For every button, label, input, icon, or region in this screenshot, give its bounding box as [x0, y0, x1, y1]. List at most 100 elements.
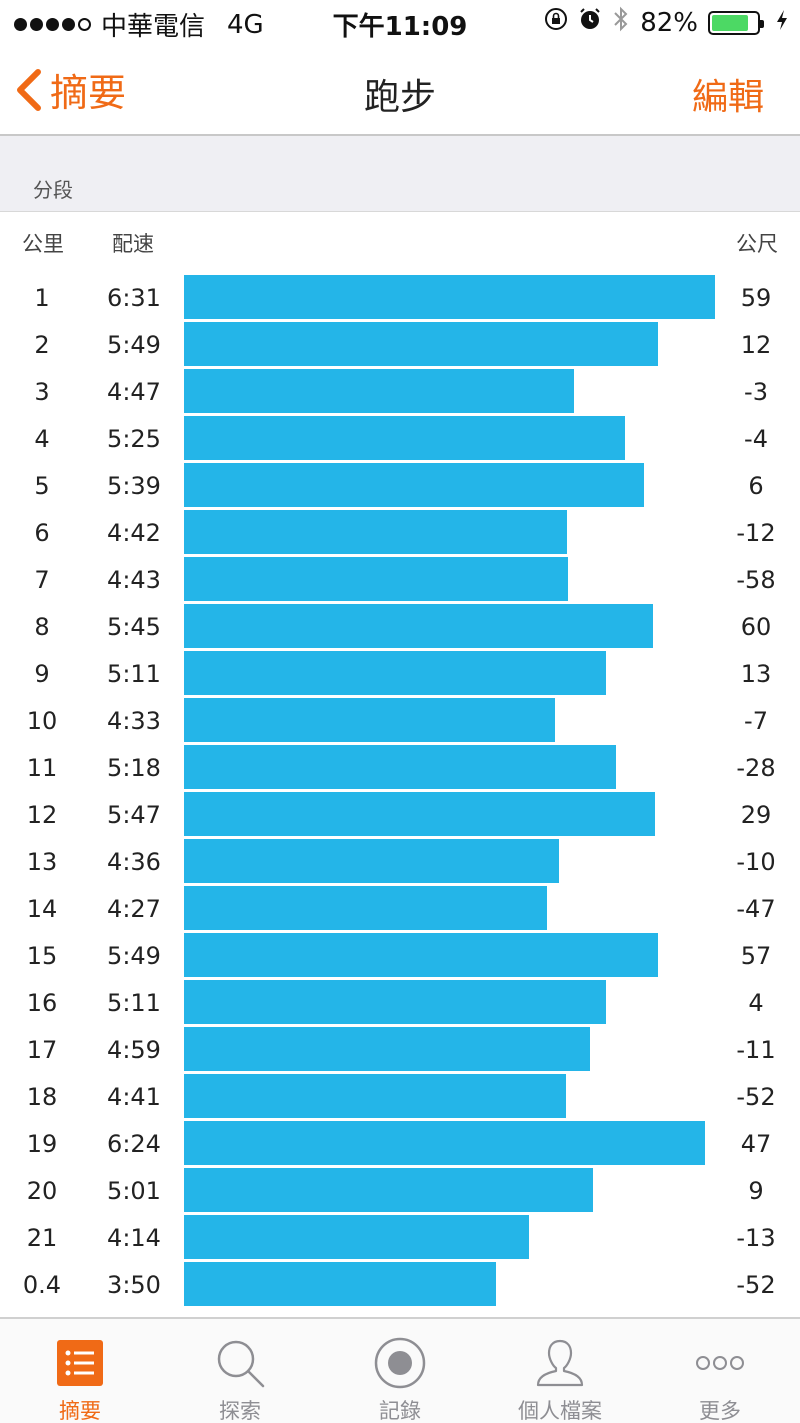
split-row: 11 5:18 -28 [0, 745, 800, 789]
split-pace-bar [184, 980, 606, 1024]
split-pace: 4:47 [107, 378, 161, 406]
back-button[interactable]: 摘要 [14, 62, 126, 117]
split-elevation: 47 [740, 1130, 772, 1158]
split-pace: 5:11 [107, 660, 161, 688]
column-header-pace: 配速 [112, 232, 154, 256]
split-pace: 5:49 [107, 942, 161, 970]
tab-more[interactable]: 更多 [640, 1319, 800, 1423]
split-pace: 5:01 [107, 1177, 161, 1205]
split-km: 9 [34, 660, 50, 688]
split-elevation: 12 [740, 331, 772, 359]
page-title: 跑步 [363, 77, 436, 118]
rotation-lock-icon [544, 7, 568, 38]
split-pace: 4:27 [107, 895, 161, 923]
split-km: 17 [26, 1036, 58, 1064]
tab-search[interactable]: 探索 [160, 1319, 320, 1423]
split-pace: 3:50 [107, 1271, 161, 1299]
edit-button[interactable]: 編輯 [691, 77, 764, 118]
split-km: 0.4 [22, 1271, 62, 1299]
split-pace: 4:59 [107, 1036, 161, 1064]
split-km: 11 [26, 754, 58, 782]
split-km: 19 [26, 1130, 58, 1158]
split-row: 17 4:59 -11 [0, 1027, 800, 1071]
record-icon [372, 1335, 428, 1391]
section-title: 分段 [33, 178, 73, 202]
split-elevation: 13 [740, 660, 772, 688]
split-elevation: -13 [736, 1224, 776, 1252]
split-row: 19 6:24 47 [0, 1121, 800, 1165]
split-pace-bar [184, 510, 567, 554]
split-km: 15 [26, 942, 58, 970]
split-row: 2 5:49 12 [0, 322, 800, 366]
split-elevation: -10 [736, 848, 776, 876]
tab-label: 記錄 [379, 1399, 421, 1423]
back-button-label: 摘要 [50, 71, 127, 115]
split-km: 16 [26, 989, 58, 1017]
split-pace: 4:41 [107, 1083, 161, 1111]
split-pace: 5:45 [107, 613, 161, 641]
split-pace-bar [184, 698, 555, 742]
split-row: 7 4:43 -58 [0, 557, 800, 601]
split-row: 20 5:01 9 [0, 1168, 800, 1212]
chevron-left-icon [17, 68, 41, 111]
battery-percent: 82% [640, 7, 698, 38]
split-pace-bar [184, 369, 574, 413]
split-pace: 4:33 [107, 707, 161, 735]
split-elevation: 9 [748, 1177, 764, 1205]
list-icon [52, 1335, 108, 1391]
split-elevation: -47 [736, 895, 776, 923]
status-right: 82% [544, 6, 788, 39]
split-row: 12 5:47 29 [0, 792, 800, 836]
tab-label: 更多 [699, 1399, 741, 1423]
split-row: 5 5:39 6 [0, 463, 800, 507]
split-row: 1 6:31 59 [0, 275, 800, 319]
split-elevation: 59 [740, 284, 772, 312]
split-pace-bar [184, 557, 568, 601]
split-km: 18 [26, 1083, 58, 1111]
split-elevation: -52 [736, 1271, 776, 1299]
split-km: 4 [34, 425, 50, 453]
split-km: 12 [26, 801, 58, 829]
split-km: 10 [26, 707, 58, 735]
tab-person[interactable]: 個人檔案 [480, 1319, 640, 1423]
split-row: 8 5:45 60 [0, 604, 800, 648]
tab-label: 探索 [219, 1399, 261, 1423]
split-pace: 5:11 [107, 989, 161, 1017]
split-km: 1 [34, 284, 50, 312]
split-elevation: -12 [736, 519, 776, 547]
section-header: 分段 [0, 136, 800, 212]
split-km: 3 [34, 378, 50, 406]
split-row: 15 5:49 57 [0, 933, 800, 977]
split-pace: 4:36 [107, 848, 161, 876]
carrier-name: 中華電信 [101, 12, 206, 42]
charging-icon [776, 8, 788, 38]
split-pace-bar [184, 839, 559, 883]
navigation-bar: 摘要 跑步 編輯 [0, 44, 800, 136]
split-pace-bar [184, 792, 655, 836]
tab-list[interactable]: 摘要 [0, 1319, 160, 1423]
split-pace-bar [184, 651, 606, 695]
status-left: 中華電信 4G [14, 6, 264, 43]
tab-record[interactable]: 記錄 [320, 1319, 480, 1423]
split-km: 7 [34, 566, 50, 594]
split-pace-bar [184, 322, 658, 366]
search-icon [212, 1335, 268, 1391]
split-pace: 5:25 [107, 425, 161, 453]
split-elevation: -11 [736, 1036, 776, 1064]
split-row: 21 4:14 -13 [0, 1215, 800, 1259]
split-km: 5 [34, 472, 50, 500]
person-icon [532, 1335, 588, 1391]
split-pace: 5:49 [107, 331, 161, 359]
split-elevation: -7 [744, 707, 768, 735]
split-row: 18 4:41 -52 [0, 1074, 800, 1118]
split-pace-bar [184, 275, 715, 319]
split-km: 6 [34, 519, 50, 547]
split-pace-bar [184, 1215, 529, 1259]
split-elevation: 6 [748, 472, 764, 500]
column-header-elevation: 公尺 [736, 232, 778, 256]
split-pace-bar [184, 886, 547, 930]
split-row: 3 4:47 -3 [0, 369, 800, 413]
status-time: 下午11:09 [332, 12, 468, 42]
split-km: 14 [26, 895, 58, 923]
split-elevation: 57 [740, 942, 772, 970]
